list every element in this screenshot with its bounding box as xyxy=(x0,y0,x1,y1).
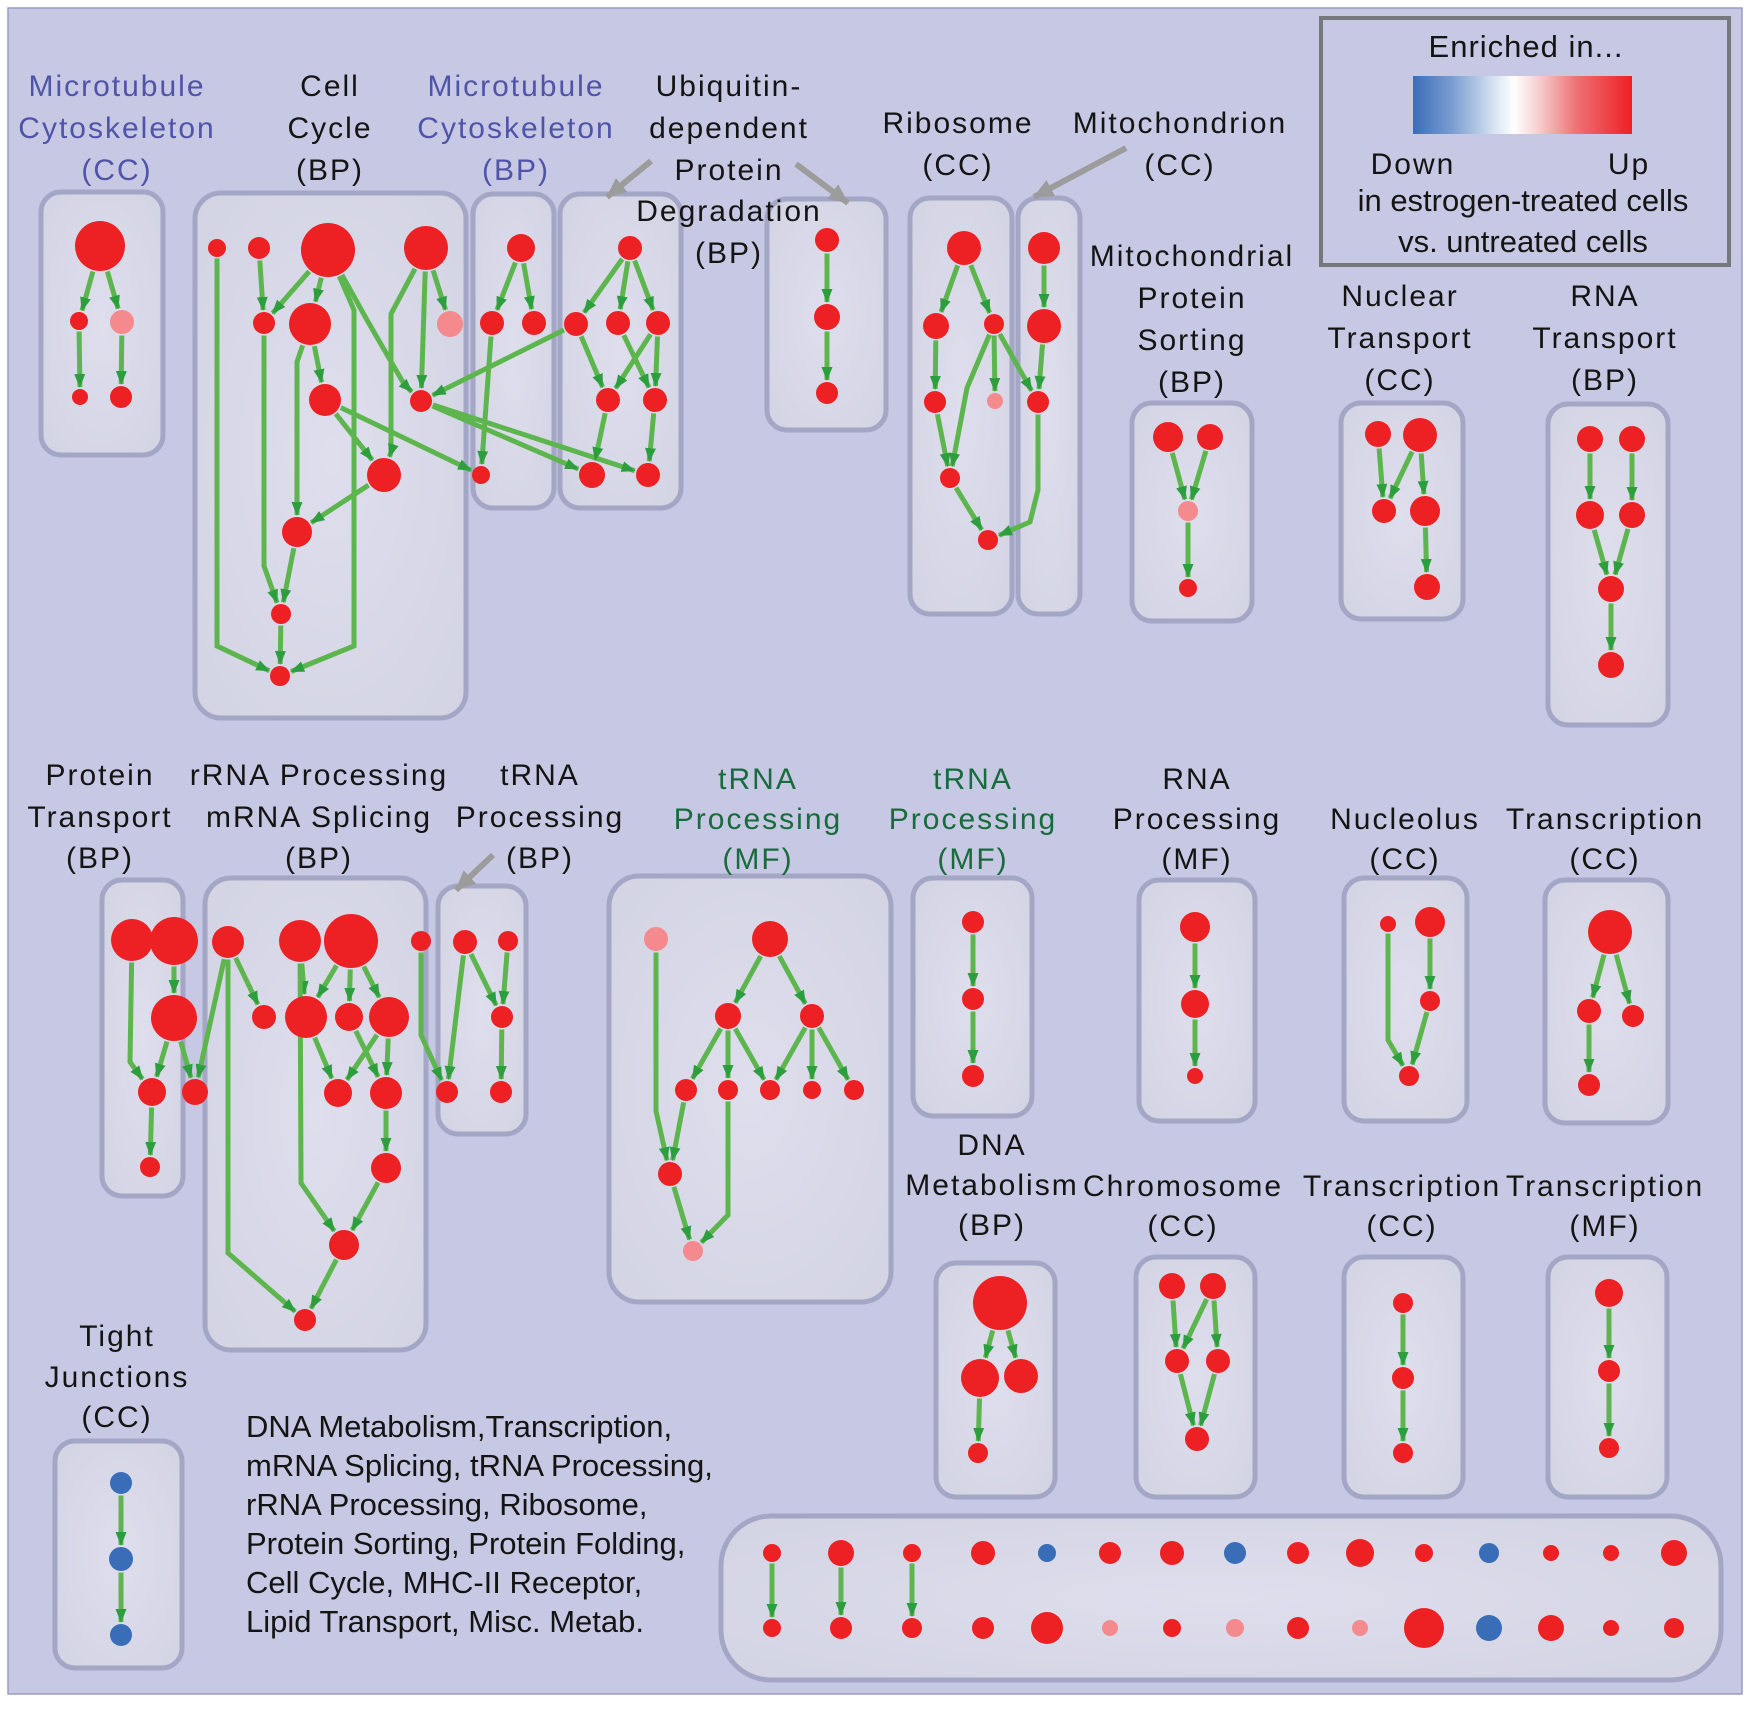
svg-text:Processing: Processing xyxy=(889,803,1057,836)
svg-text:(CC): (CC) xyxy=(922,149,993,182)
svg-text:Cytoskeleton: Cytoskeleton xyxy=(18,112,215,145)
svg-text:Protein: Protein xyxy=(45,759,154,792)
svg-text:Processing: Processing xyxy=(1113,803,1281,836)
svg-text:(BP): (BP) xyxy=(506,842,574,875)
svg-text:tRNA: tRNA xyxy=(500,759,580,792)
svg-text:tRNA: tRNA xyxy=(933,763,1013,796)
svg-text:mRNA Splicing, tRNA Processing: mRNA Splicing, tRNA Processing, xyxy=(246,1448,713,1483)
svg-text:Lipid Transport, Misc. Metab.: Lipid Transport, Misc. Metab. xyxy=(246,1604,644,1639)
svg-text:Sorting: Sorting xyxy=(1137,324,1246,357)
svg-text:(BP): (BP) xyxy=(695,237,763,270)
svg-text:Protein: Protein xyxy=(674,154,783,187)
svg-text:(BP): (BP) xyxy=(296,154,364,187)
svg-text:Microtubule: Microtubule xyxy=(427,70,604,103)
svg-text:(BP): (BP) xyxy=(1571,364,1639,397)
svg-text:(MF): (MF) xyxy=(1569,1210,1640,1243)
svg-text:(BP): (BP) xyxy=(1158,366,1226,399)
svg-text:(CC): (CC) xyxy=(1364,364,1435,397)
svg-text:Processing: Processing xyxy=(456,801,624,834)
svg-text:(CC): (CC) xyxy=(1366,1210,1437,1243)
svg-text:DNA Metabolism,Transcription,: DNA Metabolism,Transcription, xyxy=(246,1409,672,1444)
svg-text:Down: Down xyxy=(1371,148,1456,181)
svg-text:rRNA Processing, Ribosome,: rRNA Processing, Ribosome, xyxy=(246,1487,647,1522)
svg-text:tRNA: tRNA xyxy=(718,763,798,796)
svg-text:Transcription: Transcription xyxy=(1506,1170,1704,1203)
svg-text:(BP): (BP) xyxy=(958,1209,1026,1242)
svg-text:(MF): (MF) xyxy=(937,843,1008,876)
svg-text:Metabolism: Metabolism xyxy=(905,1169,1078,1202)
svg-text:(CC): (CC) xyxy=(1144,149,1215,182)
svg-text:(BP): (BP) xyxy=(66,842,134,875)
svg-text:Mitochondrial: Mitochondrial xyxy=(1090,240,1294,273)
svg-text:Ribosome: Ribosome xyxy=(882,107,1033,140)
svg-text:vs. untreated cells: vs. untreated cells xyxy=(1398,224,1648,259)
svg-text:Protein Sorting, Protein Foldi: Protein Sorting, Protein Folding, xyxy=(246,1526,685,1561)
svg-text:Nucleolus: Nucleolus xyxy=(1330,803,1480,836)
svg-text:Microtubule: Microtubule xyxy=(28,70,205,103)
svg-text:(BP): (BP) xyxy=(482,154,550,187)
svg-text:(CC): (CC) xyxy=(1147,1210,1218,1243)
svg-text:Cell Cycle, MHC-II Receptor,: Cell Cycle, MHC-II Receptor, xyxy=(246,1565,642,1600)
svg-text:Chromosome: Chromosome xyxy=(1083,1170,1283,1203)
svg-text:in estrogen-treated cells: in estrogen-treated cells xyxy=(1358,183,1689,218)
svg-text:(CC): (CC) xyxy=(1369,843,1440,876)
svg-text:mRNA Splicing: mRNA Splicing xyxy=(206,801,432,834)
svg-text:(MF): (MF) xyxy=(1161,843,1232,876)
svg-text:Enriched in...: Enriched in... xyxy=(1429,29,1624,64)
svg-text:Nuclear: Nuclear xyxy=(1341,280,1458,313)
svg-text:Ubiquitin-: Ubiquitin- xyxy=(656,70,803,103)
svg-text:Cycle: Cycle xyxy=(287,112,372,145)
svg-text:(MF): (MF) xyxy=(722,843,793,876)
svg-text:Cytoskeleton: Cytoskeleton xyxy=(417,112,614,145)
svg-text:DNA: DNA xyxy=(957,1129,1026,1162)
svg-text:Transport: Transport xyxy=(1327,322,1472,355)
svg-text:Degradation: Degradation xyxy=(636,195,821,228)
svg-text:Transcription: Transcription xyxy=(1506,803,1704,836)
svg-text:rRNA Processing: rRNA Processing xyxy=(190,759,448,792)
svg-text:Transport: Transport xyxy=(1532,322,1677,355)
svg-text:(CC): (CC) xyxy=(81,154,152,187)
svg-text:dependent: dependent xyxy=(649,112,809,145)
svg-text:Processing: Processing xyxy=(674,803,842,836)
svg-text:Cell: Cell xyxy=(300,70,360,103)
svg-text:RNA: RNA xyxy=(1570,280,1639,313)
svg-text:Protein: Protein xyxy=(1137,282,1246,315)
svg-text:Tight: Tight xyxy=(79,1320,155,1353)
svg-text:(BP): (BP) xyxy=(285,842,353,875)
svg-text:(CC): (CC) xyxy=(1569,843,1640,876)
svg-text:Transcription: Transcription xyxy=(1303,1170,1501,1203)
svg-text:Junctions: Junctions xyxy=(45,1361,190,1394)
svg-text:Up: Up xyxy=(1608,148,1650,181)
svg-text:RNA: RNA xyxy=(1162,763,1231,796)
svg-text:Mitochondrion: Mitochondrion xyxy=(1073,107,1287,140)
svg-text:Transport: Transport xyxy=(27,801,172,834)
svg-text:(CC): (CC) xyxy=(81,1401,152,1434)
